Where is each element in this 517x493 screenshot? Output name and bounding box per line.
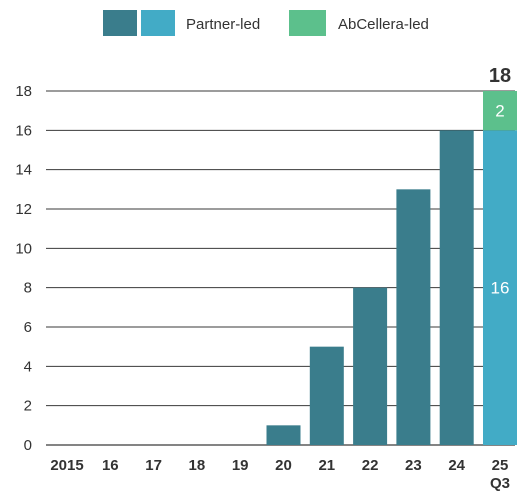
x-tick-label-21: 21 xyxy=(318,457,335,474)
data-labels: 16 2 18 xyxy=(489,65,511,298)
y-tick-label-12: 12 xyxy=(15,201,32,218)
total-label-25: 18 xyxy=(489,65,511,87)
y-tick-label-0: 0 xyxy=(24,437,32,454)
legend: Partner-led AbCellera-led xyxy=(103,10,429,36)
x-tick-label-25: 25 xyxy=(492,457,509,474)
x-tick-label-16: 16 xyxy=(102,457,119,474)
bar-partner-led-20 xyxy=(266,425,301,445)
data-label-abcellera-led-25: 2 xyxy=(495,102,504,121)
bar-partner-led-21 xyxy=(309,346,344,445)
bar-partner-led-23 xyxy=(396,189,431,445)
legend-swatch-abcellera xyxy=(289,10,326,36)
x-tick-label-2015: 2015 xyxy=(50,457,83,474)
bar-partner-led-22 xyxy=(353,287,388,445)
legend-swatch-partner-dark xyxy=(103,10,137,36)
x-tick-label-17: 17 xyxy=(145,457,162,474)
x-tick-label-22: 22 xyxy=(362,457,379,474)
x-tick-label-18: 18 xyxy=(189,457,206,474)
y-tick-label-10: 10 xyxy=(15,240,32,257)
x-tick-label-23: 23 xyxy=(405,457,422,474)
y-axis-ticks: 0 2 4 6 8 10 12 14 16 18 xyxy=(15,83,32,454)
y-tick-label-14: 14 xyxy=(15,162,32,179)
grid-lines xyxy=(46,90,515,446)
y-tick-label-18: 18 xyxy=(15,83,32,100)
legend-swatch-partner-light xyxy=(141,10,175,36)
x-tick-sublabel-25: Q3 xyxy=(490,475,510,492)
x-tick-label-20: 20 xyxy=(275,457,292,474)
y-tick-label-2: 2 xyxy=(24,398,32,415)
bars xyxy=(266,91,517,446)
y-tick-label-16: 16 xyxy=(15,122,32,139)
data-label-partner-led-25: 16 xyxy=(491,279,510,298)
bar-partner-led-25 xyxy=(483,130,517,446)
x-tick-label-24: 24 xyxy=(448,457,465,474)
legend-label-partner-led: Partner-led xyxy=(186,16,260,33)
y-tick-label-8: 8 xyxy=(24,280,32,297)
bar-abcellera-led-25 xyxy=(483,91,517,131)
y-tick-label-6: 6 xyxy=(24,319,32,336)
x-tick-label-19: 19 xyxy=(232,457,249,474)
y-tick-label-4: 4 xyxy=(24,358,32,375)
legend-label-abcellera-led: AbCellera-led xyxy=(338,16,429,33)
bar-partner-led-24 xyxy=(439,130,474,446)
